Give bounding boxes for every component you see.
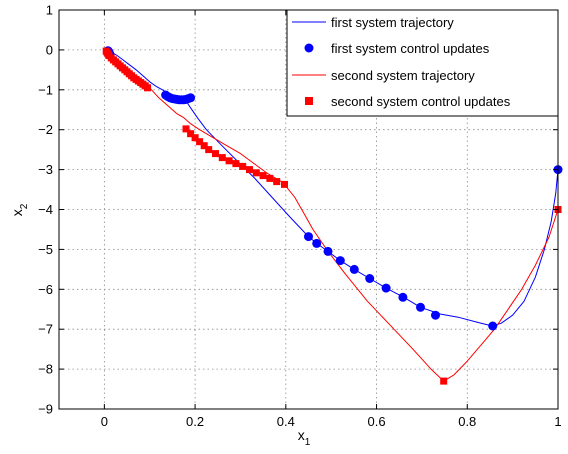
- first-system-update-marker: [488, 321, 498, 331]
- y-tick-label: 0: [46, 42, 53, 57]
- second-system-update-marker: [191, 134, 199, 142]
- first-system-update-marker: [335, 256, 345, 266]
- second-system-update-marker: [196, 138, 204, 146]
- y-tick-label: −6: [38, 282, 53, 297]
- x-axis-label-main: x: [298, 427, 305, 443]
- second-system-update-marker: [232, 160, 240, 168]
- marker-layer: [102, 46, 563, 385]
- x-tick-label: 0.8: [458, 414, 476, 429]
- second-system-update-marker: [212, 150, 219, 158]
- second-system-update-marker: [266, 174, 274, 182]
- y-axis-label: x2: [9, 203, 30, 216]
- legend-swatch-first-updates: [304, 43, 314, 53]
- legend-label-first-updates: first system control updates: [331, 41, 490, 56]
- second-system-update-marker: [200, 142, 208, 150]
- first-system-update-marker: [349, 264, 359, 274]
- x-axis-label: x1: [298, 427, 311, 448]
- second-system-update-marker: [218, 154, 226, 162]
- first-system-update-marker: [416, 302, 425, 312]
- second-system-update-marker: [205, 146, 213, 154]
- x-tick-label: 0: [101, 414, 108, 429]
- y-tick-label: −1: [38, 82, 53, 97]
- first-system-update-marker: [431, 310, 440, 320]
- first-system-update-marker: [323, 246, 333, 256]
- y-tick-label: −8: [38, 362, 53, 377]
- legend-label-first-trajectory: first system trajectory: [331, 15, 454, 30]
- y-tick-label: −7: [38, 322, 53, 337]
- x-tick-labels: 0 0.2 0.4 0.6 0.8 1: [101, 414, 562, 429]
- x-tick-label: 0.2: [186, 414, 204, 429]
- x-tick-label: 0.6: [368, 414, 386, 429]
- first-system-update-marker: [312, 238, 322, 248]
- first-system-update-marker: [161, 90, 171, 100]
- second-system-update-marker: [273, 178, 281, 186]
- y-tick-label: −5: [38, 242, 53, 257]
- x-tick-label: 0.4: [277, 414, 295, 429]
- legend: first system trajectory first system con…: [286, 9, 559, 117]
- first-system-update-marker: [304, 232, 313, 242]
- first-system-update-marker: [398, 292, 408, 302]
- second-system-update-marker: [225, 157, 233, 165]
- second-system-update-marker: [246, 166, 253, 174]
- y-tick-label: 1: [46, 3, 53, 18]
- second-system-update-marker: [440, 377, 448, 385]
- x-tick-label: 1: [554, 414, 561, 429]
- second-system-update-marker: [281, 180, 288, 188]
- y-tick-label: −4: [38, 202, 53, 217]
- second-system-update-marker: [239, 162, 247, 170]
- second-system-update-marker: [187, 130, 195, 138]
- second-system-update-marker: [102, 47, 110, 55]
- y-axis-label-sub: 2: [19, 203, 30, 209]
- x-axis-label-sub: 1: [305, 437, 311, 448]
- first-system-update-marker: [381, 283, 391, 293]
- legend-box: [286, 9, 559, 117]
- legend-label-second-updates: second system control updates: [331, 94, 511, 109]
- y-tick-labels: 1 0 −1 −2 −3 −4 −5 −6 −7 −8 −9: [38, 3, 53, 417]
- first-system-update-marker: [365, 274, 375, 283]
- second-system-update-marker: [252, 169, 260, 177]
- first-system-trajectory-line: [107, 49, 559, 327]
- legend-swatch-second-updates: [305, 97, 313, 105]
- y-tick-label: −9: [38, 402, 53, 417]
- second-system-update-marker: [182, 125, 190, 133]
- y-axis-label-main: x: [9, 209, 25, 216]
- y-tick-label: −3: [38, 162, 53, 177]
- y-tick-label: −2: [38, 122, 53, 137]
- legend-label-second-trajectory: second system trajectory: [331, 68, 475, 83]
- second-system-update-marker: [259, 172, 267, 180]
